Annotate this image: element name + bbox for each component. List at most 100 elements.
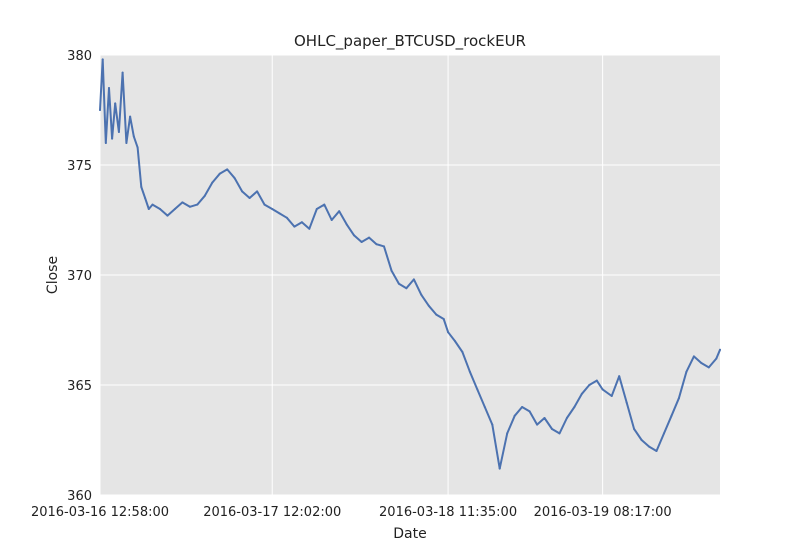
data-point bbox=[625, 401, 628, 404]
data-point bbox=[263, 203, 266, 206]
data-point bbox=[468, 370, 471, 373]
data-point bbox=[498, 467, 501, 470]
data-point bbox=[104, 142, 107, 144]
data-point bbox=[368, 236, 371, 239]
data-point bbox=[550, 428, 553, 430]
data-point bbox=[315, 208, 318, 210]
data-point bbox=[111, 137, 114, 140]
data-point bbox=[715, 357, 718, 360]
x-tick-label: 2016-03-17 12:02:00 bbox=[203, 505, 341, 520]
data-point bbox=[125, 142, 128, 144]
data-point bbox=[248, 197, 251, 199]
data-point bbox=[218, 172, 221, 175]
data-point bbox=[151, 203, 154, 206]
data-point bbox=[700, 362, 703, 364]
data-point bbox=[241, 190, 244, 193]
data-point bbox=[483, 406, 486, 408]
data-point bbox=[476, 388, 479, 391]
data-point bbox=[491, 423, 494, 426]
data-point bbox=[99, 109, 101, 111]
chart-title: OHLC_paper_BTCUSD_rockEUR bbox=[294, 32, 526, 51]
data-point bbox=[203, 194, 206, 197]
data-point bbox=[670, 414, 673, 417]
data-point bbox=[360, 241, 363, 243]
data-point bbox=[420, 293, 423, 296]
data-point bbox=[132, 135, 135, 138]
data-point bbox=[345, 223, 348, 226]
data-point bbox=[412, 278, 415, 281]
data-point bbox=[397, 282, 400, 285]
y-tick-label: 375 bbox=[67, 159, 92, 174]
data-point bbox=[565, 417, 568, 419]
x-axis-label: Date bbox=[393, 526, 426, 542]
data-point bbox=[285, 216, 288, 219]
data-point bbox=[338, 210, 341, 213]
data-point bbox=[121, 71, 124, 74]
data-point bbox=[610, 395, 613, 397]
data-point bbox=[536, 423, 539, 426]
data-point bbox=[390, 269, 393, 272]
data-point bbox=[147, 208, 150, 210]
data-point bbox=[580, 392, 583, 395]
data-point bbox=[330, 219, 333, 221]
data-point bbox=[692, 355, 695, 358]
data-point bbox=[173, 208, 176, 210]
data-point bbox=[181, 201, 184, 204]
data-point bbox=[719, 348, 721, 351]
data-point bbox=[226, 168, 229, 171]
data-point bbox=[640, 439, 643, 441]
data-point bbox=[300, 221, 303, 224]
x-tick-label: 2016-03-18 11:35:00 bbox=[379, 505, 517, 520]
data-point bbox=[196, 203, 199, 206]
y-tick-label: 370 bbox=[67, 269, 92, 284]
data-point bbox=[375, 243, 378, 246]
data-point bbox=[278, 212, 281, 215]
grid bbox=[99, 54, 720, 496]
data-point bbox=[144, 197, 147, 199]
data-point bbox=[506, 432, 509, 435]
x-tick-labels: 2016-03-16 12:58:00 2016-03-17 12:02:00 20… bbox=[31, 505, 672, 520]
data-point bbox=[427, 304, 430, 307]
data-point bbox=[633, 428, 636, 430]
data-point bbox=[353, 234, 356, 237]
x-tick-label: 2016-03-19 08:17:00 bbox=[534, 505, 672, 520]
x-tick-label: 2016-03-16 12:58:00 bbox=[31, 505, 169, 520]
data-point bbox=[382, 245, 385, 248]
data-point bbox=[677, 397, 680, 400]
data-point bbox=[595, 379, 598, 382]
data-point bbox=[233, 177, 236, 180]
data-point bbox=[521, 406, 524, 408]
data-point bbox=[543, 417, 546, 419]
data-point bbox=[588, 384, 591, 386]
data-point bbox=[136, 146, 139, 149]
data-point bbox=[461, 351, 464, 353]
data-point bbox=[558, 432, 561, 435]
data-point bbox=[405, 287, 408, 290]
data-point bbox=[435, 313, 438, 316]
data-point bbox=[107, 87, 110, 89]
data-point bbox=[293, 225, 296, 228]
data-point bbox=[707, 366, 710, 369]
data-point bbox=[101, 58, 104, 61]
data-point bbox=[140, 186, 143, 188]
data-point bbox=[685, 370, 688, 373]
data-point bbox=[129, 115, 132, 118]
data-point bbox=[662, 432, 665, 435]
data-point bbox=[211, 181, 214, 184]
y-axis-label: Close bbox=[45, 256, 61, 294]
data-point bbox=[573, 406, 576, 408]
y-tick-label: 360 bbox=[67, 489, 92, 504]
data-point bbox=[648, 445, 651, 448]
y-tick-label: 380 bbox=[67, 49, 92, 64]
data-point bbox=[158, 208, 161, 210]
data-point bbox=[528, 410, 531, 413]
y-tick-label: 365 bbox=[67, 379, 92, 394]
data-point bbox=[166, 214, 169, 217]
data-point bbox=[442, 318, 445, 320]
data-point bbox=[117, 131, 120, 133]
data-point bbox=[271, 208, 274, 210]
data-point bbox=[323, 203, 326, 206]
data-point bbox=[447, 331, 450, 334]
data-point bbox=[256, 190, 259, 193]
